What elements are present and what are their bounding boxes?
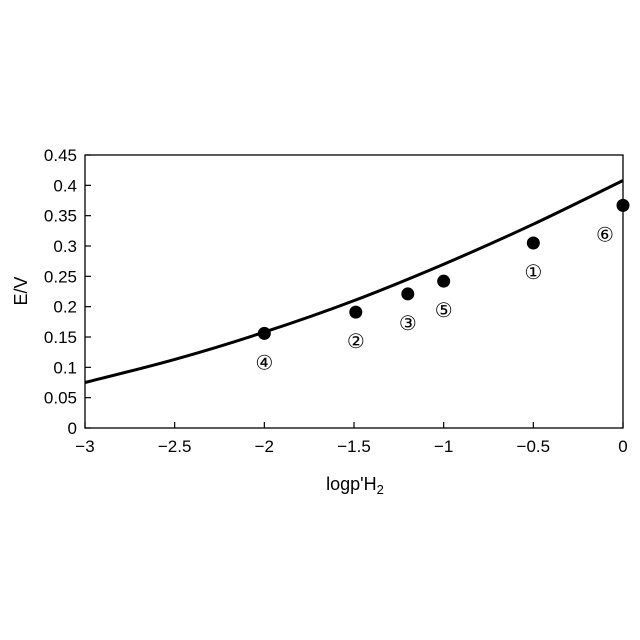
y-tick-label: 0.35	[44, 207, 77, 226]
data-point	[437, 275, 450, 288]
x-tick-label: −0.5	[517, 437, 551, 456]
y-tick-label: 0.1	[53, 358, 77, 377]
point-label: ①	[524, 260, 542, 284]
y-axis-label: E/V	[11, 276, 31, 305]
y-tick-label: 0.15	[44, 328, 77, 347]
point-label: ⑤	[435, 298, 453, 322]
plot-frame	[85, 155, 623, 428]
x-axis-label: logp'H2	[326, 474, 384, 497]
x-tick-label: −3	[75, 437, 94, 456]
point-label: ④	[255, 350, 273, 374]
y-tick-label: 0.45	[44, 146, 77, 165]
tick-labels: −3 −2.5 −2 −1.5 −1 −0.5 0 0 0.05 0.1 0.15 0.2 0.25 0.…	[44, 146, 628, 456]
data-point	[527, 236, 540, 249]
data-point	[617, 199, 630, 212]
x-axis-label-main: logp'H	[326, 474, 376, 494]
y-tick-label: 0	[68, 419, 77, 438]
x-axis-label-sub: 2	[377, 482, 384, 497]
y-tick-label: 0.05	[44, 389, 77, 408]
y-tick-label: 0.25	[44, 267, 77, 286]
point-annotations: ① ② ③ ④ ⑤ ⑥	[255, 222, 614, 374]
x-tick-label: −2.5	[158, 437, 192, 456]
x-tick-label: −2	[255, 437, 274, 456]
x-tick-label: −1.5	[337, 437, 371, 456]
ticks	[85, 155, 623, 428]
y-tick-label: 0.2	[53, 298, 77, 317]
point-label: ⑥	[596, 222, 614, 246]
x-tick-label: 0	[618, 437, 627, 456]
point-label: ②	[347, 329, 365, 353]
y-tick-label: 0.3	[53, 237, 77, 256]
y-tick-label: 0.4	[53, 176, 77, 195]
point-label: ③	[399, 311, 417, 335]
data-point	[349, 306, 362, 319]
x-tick-label: −1	[434, 437, 453, 456]
data-point	[401, 287, 414, 300]
data-point	[258, 327, 271, 340]
